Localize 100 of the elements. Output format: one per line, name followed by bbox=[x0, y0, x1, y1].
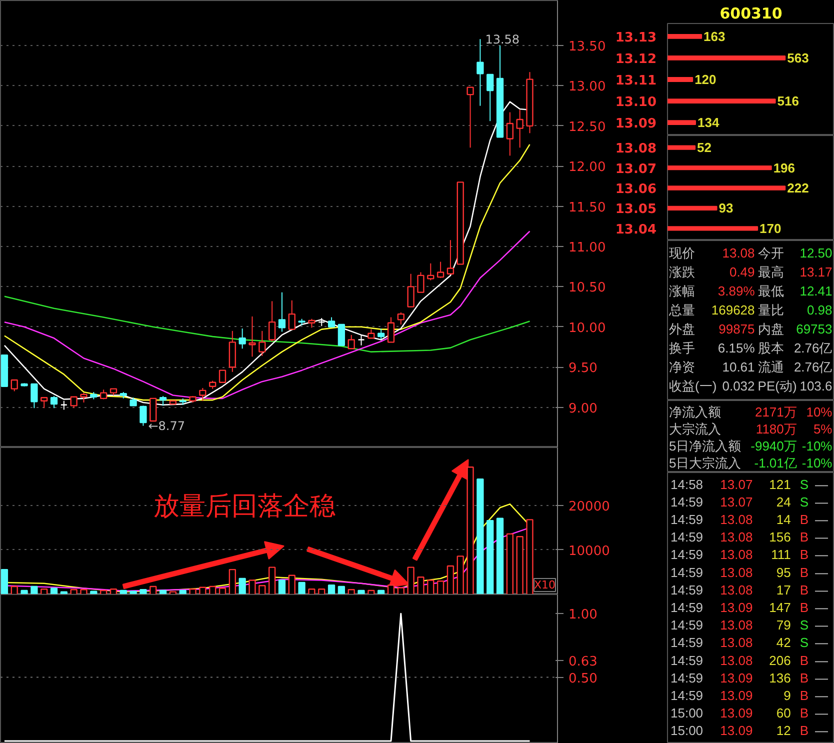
text: — bbox=[814, 706, 828, 721]
y-tick-label: 13.12 bbox=[615, 52, 657, 67]
y-tick-label: 20000 bbox=[568, 499, 610, 514]
text: 103.6 bbox=[800, 378, 832, 394]
text: — bbox=[814, 476, 828, 492]
y-tick-label: 10.00 bbox=[568, 320, 606, 336]
text: 60 bbox=[776, 706, 791, 721]
y-tick-label: 13.10 bbox=[615, 95, 657, 110]
text: 69753 bbox=[796, 322, 832, 336]
text: — bbox=[814, 547, 828, 562]
y-tick-label: 13.04 bbox=[615, 222, 657, 238]
data-label: 563 bbox=[787, 50, 809, 66]
text: 14:59 bbox=[670, 530, 704, 545]
text: — bbox=[814, 652, 828, 668]
y-tick-label: 9.00 bbox=[568, 401, 598, 416]
text: 13.08 bbox=[720, 530, 753, 545]
text: 99875 bbox=[718, 322, 755, 336]
text: 2.76亿 bbox=[794, 360, 832, 374]
text: 5日大宗流入 bbox=[669, 456, 742, 470]
text: PE(动) bbox=[758, 378, 797, 394]
data-label: 163 bbox=[704, 28, 726, 44]
text: — bbox=[814, 723, 828, 738]
chart-title: 600310 bbox=[720, 4, 782, 22]
text: 206 bbox=[769, 652, 791, 668]
y-tick-label: 11.00 bbox=[568, 240, 606, 256]
text: B bbox=[800, 564, 809, 580]
y-tick-label: 0.50 bbox=[568, 671, 598, 686]
y-tick-label: 10.50 bbox=[568, 280, 606, 296]
annotation: ←8.77 bbox=[148, 418, 185, 433]
text: 121 bbox=[769, 476, 791, 492]
text: — bbox=[814, 618, 828, 633]
text: 14:58 bbox=[670, 476, 704, 492]
text: 13.09 bbox=[720, 706, 753, 721]
text: S bbox=[800, 635, 809, 650]
text: 6.15% bbox=[718, 340, 756, 356]
text: 13.09 bbox=[720, 688, 753, 703]
text: 最高 bbox=[758, 264, 784, 280]
text: 13.07 bbox=[720, 476, 753, 492]
text: 9 bbox=[784, 688, 791, 703]
y-tick-label: 13.50 bbox=[568, 40, 606, 55]
text: 111 bbox=[771, 547, 791, 562]
text: 14:59 bbox=[670, 618, 704, 633]
data-label: 222 bbox=[787, 180, 809, 196]
text: 1180万 bbox=[756, 422, 797, 436]
data-label: 196 bbox=[773, 160, 796, 176]
text: — bbox=[814, 512, 828, 527]
text: B bbox=[800, 723, 809, 738]
text: 15:00 bbox=[670, 706, 704, 721]
y-tick-label: 0.63 bbox=[568, 654, 598, 670]
text: 24 bbox=[776, 494, 791, 510]
data-label: 120 bbox=[694, 72, 716, 87]
text: 5日净流入额 bbox=[669, 438, 742, 454]
text: 17 bbox=[776, 582, 791, 598]
text: -10% bbox=[802, 456, 833, 470]
text: 最低 bbox=[758, 284, 784, 298]
text: — bbox=[814, 670, 828, 686]
text: 14:59 bbox=[670, 688, 704, 703]
y-tick-label: 12.00 bbox=[568, 160, 606, 176]
annotation: 放量后回落企稳 bbox=[154, 491, 336, 522]
text: 136 bbox=[769, 670, 791, 686]
y-tick-label: 13.11 bbox=[615, 74, 657, 88]
text: 14:59 bbox=[670, 547, 704, 562]
y-tick-label: 11.50 bbox=[568, 200, 606, 216]
text: 3.89% bbox=[718, 284, 756, 298]
data-label: 52 bbox=[697, 140, 712, 156]
text: 13.09 bbox=[720, 670, 753, 686]
y-tick-label: 12.50 bbox=[568, 120, 606, 135]
text: 今开 bbox=[758, 246, 784, 260]
text: 13.08 bbox=[720, 582, 753, 598]
text: 内盘 bbox=[758, 322, 784, 336]
text: 13.08 bbox=[720, 618, 753, 633]
text: -1.01亿 bbox=[754, 456, 797, 470]
y-tick-label: 13.09 bbox=[615, 116, 657, 132]
text: — bbox=[814, 582, 828, 598]
y-tick-label: 13.07 bbox=[615, 162, 657, 177]
text: B bbox=[800, 512, 809, 527]
text: 收益(一) bbox=[669, 378, 717, 394]
text: — bbox=[814, 600, 828, 615]
text: — bbox=[814, 564, 828, 580]
text: 净资 bbox=[669, 360, 696, 374]
text: 95 bbox=[776, 564, 791, 580]
text: — bbox=[814, 494, 828, 510]
text: 14:59 bbox=[670, 512, 704, 527]
text: 0.49 bbox=[729, 264, 755, 280]
y-tick-label: 10000 bbox=[568, 544, 610, 559]
text: 0.032 bbox=[722, 378, 755, 394]
text: 147 bbox=[769, 600, 791, 615]
text: -9940万 bbox=[750, 438, 797, 454]
text: — bbox=[814, 635, 828, 650]
text: 156 bbox=[769, 530, 791, 545]
text: B bbox=[800, 582, 809, 598]
text: 13.08 bbox=[720, 564, 753, 580]
text: 13.07 bbox=[720, 494, 753, 510]
text: 2.76亿 bbox=[794, 340, 832, 356]
y-tick-label: 1.00 bbox=[568, 608, 598, 623]
text: B bbox=[800, 688, 809, 703]
text: 涨跌 bbox=[669, 264, 696, 280]
y-tick-label: 9.50 bbox=[568, 361, 598, 376]
text: 13.08 bbox=[720, 652, 753, 668]
text: 流通 bbox=[758, 360, 784, 374]
